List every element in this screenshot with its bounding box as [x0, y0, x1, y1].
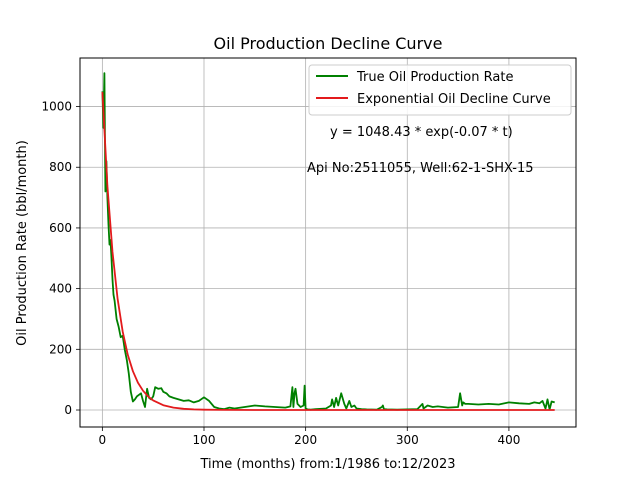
- y-tick-label: 1000: [41, 100, 72, 114]
- legend-label-exponential-curve: Exponential Oil Decline Curve: [357, 92, 551, 107]
- legend: True Oil Production Rate Exponential Oil…: [308, 64, 572, 116]
- y-tick-label: 600: [49, 221, 72, 235]
- chart-title: Oil Production Decline Curve: [214, 34, 443, 53]
- x-tick-label: 300: [396, 433, 419, 447]
- y-axis-label: Oil Production Rate (bbl/month): [15, 140, 30, 346]
- axis-ticks: 0 100 200 300 400 0 200 400 600 800 1000: [41, 100, 520, 447]
- well-info-annotation: Api No:2511055, Well:62-1-SHX-15: [307, 161, 534, 176]
- x-tick-label: 100: [193, 433, 216, 447]
- equation-annotation: y = 1048.43 * exp(-0.07 * t): [330, 125, 513, 140]
- x-tick-label: 400: [497, 433, 520, 447]
- plot-frame: [79, 57, 577, 428]
- plot-series: [101, 72, 555, 411]
- y-tick-label: 400: [49, 282, 72, 296]
- y-tick-label: 800: [49, 160, 72, 174]
- x-tick-label: 0: [99, 433, 107, 447]
- legend-label-true-rate: True Oil Production Rate: [356, 70, 513, 85]
- y-tick-label: 200: [49, 342, 72, 356]
- exponential-oil-decline-curve-line: [101, 91, 555, 411]
- x-axis-label: Time (months) from:1/1986 to:12/2023: [199, 457, 455, 472]
- y-tick-label: 0: [64, 403, 72, 417]
- x-tick-label: 200: [294, 433, 317, 447]
- true-oil-production-rate-line: [101, 72, 555, 411]
- legend-box: [308, 64, 572, 116]
